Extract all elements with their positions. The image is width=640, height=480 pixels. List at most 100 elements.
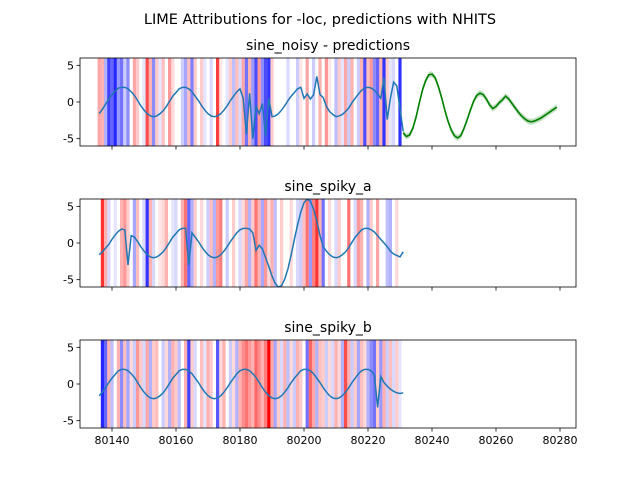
attribution-band bbox=[334, 58, 338, 146]
attribution-band bbox=[385, 340, 389, 428]
attribution-band bbox=[136, 340, 140, 428]
attribution-band bbox=[382, 340, 386, 428]
prediction-band bbox=[403, 71, 557, 141]
attribution-band bbox=[235, 340, 239, 428]
attribution-band bbox=[155, 340, 159, 428]
attribution-band bbox=[228, 340, 232, 428]
y-tick-label: 0 bbox=[67, 378, 74, 391]
series-line bbox=[98, 199, 404, 287]
attribution-band bbox=[366, 199, 370, 287]
attribution-band bbox=[286, 340, 290, 428]
attribution-band bbox=[120, 199, 124, 287]
attribution-band bbox=[331, 340, 335, 428]
attribution-band bbox=[264, 58, 268, 146]
attribution-band bbox=[164, 340, 168, 428]
attribution-band bbox=[334, 340, 338, 428]
attribution-band bbox=[200, 58, 204, 146]
attribution-band bbox=[347, 199, 351, 287]
attribution-band bbox=[158, 199, 162, 287]
attribution-band bbox=[379, 340, 383, 428]
subplots: sine_noisy - predictions50-5sine_spiky_a… bbox=[63, 38, 577, 447]
attribution-band bbox=[187, 199, 191, 287]
attribution-band bbox=[206, 199, 210, 287]
attribution-band bbox=[132, 199, 136, 287]
attribution-band bbox=[328, 199, 332, 287]
attribution-band bbox=[238, 199, 242, 287]
subplot-3: sine_spiky_b 80140 80160 80180 80200 80220 802… bbox=[63, 320, 577, 447]
attribution-band bbox=[155, 58, 159, 146]
x-tick-label: 80280 bbox=[543, 434, 578, 447]
attribution-band bbox=[248, 340, 252, 428]
attribution-band bbox=[388, 340, 392, 428]
attribution-band bbox=[315, 340, 319, 428]
attribution-band bbox=[305, 199, 309, 287]
attribution-band bbox=[340, 58, 344, 146]
attribution-band bbox=[398, 58, 402, 146]
attribution-band bbox=[148, 58, 152, 146]
subplot-1: sine_noisy - predictions 5 0 -5 bbox=[63, 38, 577, 150]
attribution-band bbox=[312, 340, 316, 428]
attribution-band bbox=[385, 58, 389, 146]
attribution-band bbox=[190, 58, 194, 146]
attribution-band bbox=[372, 340, 376, 428]
attribution-band bbox=[308, 340, 312, 428]
attribution-band bbox=[388, 199, 392, 287]
attribution-band bbox=[363, 340, 367, 428]
attribution-band bbox=[248, 199, 252, 287]
attribution-band bbox=[126, 58, 130, 146]
attribution-band bbox=[145, 199, 149, 287]
y-tick-label: 0 bbox=[67, 96, 74, 109]
series-line bbox=[98, 76, 404, 139]
attribution-band bbox=[353, 340, 357, 428]
attribution-band bbox=[321, 199, 325, 287]
attribution-band bbox=[270, 199, 274, 287]
attribution-band bbox=[142, 199, 146, 287]
attribution-band bbox=[104, 340, 108, 428]
x-tick-label: 80240 bbox=[415, 434, 450, 447]
attribution-band bbox=[382, 58, 386, 146]
attribution-band bbox=[228, 58, 232, 146]
attribution-band bbox=[171, 58, 175, 146]
subplot-title: sine_noisy - predictions bbox=[246, 38, 410, 54]
attribution-band bbox=[203, 58, 207, 146]
attribution-band bbox=[280, 340, 284, 428]
attribution-band bbox=[337, 58, 341, 146]
attribution-band bbox=[257, 199, 261, 287]
attribution-band bbox=[270, 58, 274, 146]
attribution-band bbox=[379, 58, 383, 146]
attribution-band bbox=[193, 58, 197, 146]
x-tick-label: 80200 bbox=[287, 434, 322, 447]
attribution-band bbox=[238, 340, 242, 428]
attribution-band bbox=[360, 340, 364, 428]
attribution-band bbox=[372, 58, 376, 146]
attribution-band bbox=[299, 58, 303, 146]
attribution-band bbox=[318, 340, 322, 428]
plot-area bbox=[97, 58, 558, 146]
attribution-band bbox=[193, 199, 197, 287]
x-tick-label: 80260 bbox=[479, 434, 514, 447]
attribution-band bbox=[222, 340, 226, 428]
attribution-band bbox=[132, 58, 136, 146]
attribution-band bbox=[366, 340, 370, 428]
y-tick-label: -5 bbox=[63, 133, 74, 146]
attribution-band bbox=[296, 340, 300, 428]
attribution-band bbox=[312, 199, 316, 287]
attribution-band bbox=[97, 58, 101, 146]
attribution-band bbox=[126, 199, 130, 287]
attribution-band bbox=[100, 199, 104, 287]
attribution-band bbox=[235, 58, 239, 146]
attribution-band bbox=[299, 199, 303, 287]
attribution-band bbox=[232, 199, 236, 287]
attribution-band bbox=[376, 199, 380, 287]
attribution-band bbox=[392, 340, 396, 428]
attribution-band bbox=[395, 340, 399, 428]
attribution-band bbox=[219, 340, 223, 428]
attribution-band bbox=[324, 340, 328, 428]
attribution-band bbox=[120, 340, 124, 428]
attribution-band bbox=[244, 340, 248, 428]
attribution-band bbox=[190, 340, 194, 428]
attribution-band bbox=[366, 58, 370, 146]
attribution-band bbox=[289, 199, 293, 287]
attribution-band bbox=[369, 58, 373, 146]
attribution-band bbox=[318, 58, 322, 146]
